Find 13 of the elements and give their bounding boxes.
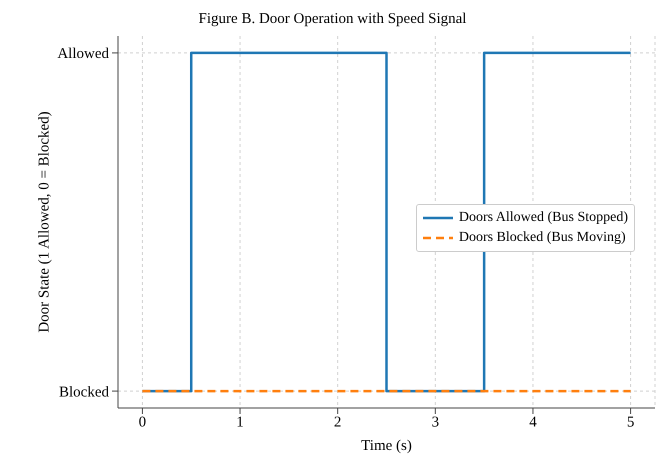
y-axis-title: Door State (1 Allowed, 0 = Blocked) [36,111,52,333]
chart-title: Figure B. Door Operation with Speed Signal [198,10,468,29]
x-tick-label: 3 [432,414,440,431]
x-tick-label: 4 [529,414,538,431]
legend-label: Doors Blocked (Bus Moving) [458,229,626,247]
x-axis-title: Time (s) [361,438,412,454]
text: Allowed [57,46,110,62]
legend-label: Doors Allowed (Bus Stopped) [458,209,628,227]
x-tick-label: 1 [236,414,244,431]
x-tick-label: 2 [334,414,342,431]
x-tick-label: 5 [626,414,634,431]
text: Blocked [59,384,110,400]
x-tick-label: 0 [138,414,146,431]
